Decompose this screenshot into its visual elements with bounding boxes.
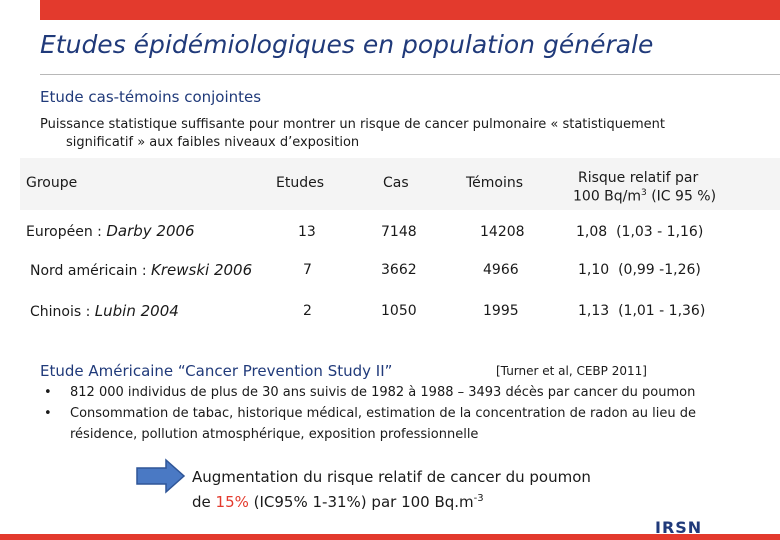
- row-3-temoins: 1995: [483, 303, 519, 319]
- header-risque-line-2: 100 Bq/m3 (IC 95 %): [573, 188, 717, 205]
- american-study-reference: [Turner et al, CEBP 2011]: [496, 364, 647, 378]
- row-1-group: Européen : Darby 2006: [26, 222, 195, 240]
- section-subtitle: Etude cas-témoins conjointes: [40, 88, 262, 106]
- intro-line-1: Puissance statistique suffisante pour mo…: [40, 117, 665, 132]
- intro-paragraph: Puissance statistique suffisante pour mo…: [40, 116, 760, 152]
- row-1-rr: 1,08 (1,03 - 1,16): [576, 224, 704, 240]
- conclusion-line-1: Augmentation du risque relatif de cancer…: [192, 468, 591, 486]
- intro-line-2: significatif » aux faibles niveaux d’exp…: [66, 135, 360, 150]
- row-1-temoins: 14208: [480, 224, 525, 240]
- irsn-logo: IRSN: [655, 518, 703, 537]
- arrow-right-icon: [136, 458, 186, 494]
- page-title: Etudes épidémiologiques en population gé…: [40, 30, 654, 59]
- row-2-rr: 1,10 (0,99 -1,26): [578, 262, 701, 278]
- american-study-bullets: • 812 000 individus de plus de 30 ans su…: [44, 382, 764, 445]
- row-1-cas: 7148: [381, 224, 417, 240]
- row-2-cas: 3662: [381, 262, 417, 278]
- header-risque-line-1: Risque relatif par: [578, 170, 699, 186]
- header-cas: Cas: [383, 175, 409, 191]
- row-2-etudes: 7: [303, 262, 312, 278]
- conclusion-text: Augmentation du risque relatif de cancer…: [192, 466, 591, 513]
- american-study-title: Etude Américaine “Cancer Prevention Stud…: [40, 362, 393, 380]
- bullet-text: 812 000 individus de plus de 30 ans suiv…: [70, 385, 696, 400]
- header-temoins: Témoins: [466, 175, 524, 191]
- header-etudes: Etudes: [276, 175, 325, 191]
- bullet-icon: •: [44, 385, 52, 400]
- row-1-etudes: 13: [298, 224, 316, 240]
- conclusion-line-2: de 15% (IC95% 1-31%) par 100 Bq.m-3: [192, 493, 484, 511]
- title-divider: [40, 74, 780, 75]
- list-item: • 812 000 individus de plus de 30 ans su…: [44, 382, 764, 403]
- table-header-background: [20, 158, 780, 210]
- top-accent-bar: [40, 0, 780, 20]
- row-3-group: Chinois : Lubin 2004: [30, 302, 179, 320]
- row-2-temoins: 4966: [483, 262, 519, 278]
- list-item: • Consommation de tabac, historique médi…: [44, 403, 764, 445]
- row-2-group: Nord américain : Krewski 2006: [30, 261, 253, 279]
- row-3-cas: 1050: [381, 303, 417, 319]
- bullet-text: Consommation de tabac, historique médica…: [70, 406, 697, 442]
- bottom-accent-bar: [0, 534, 780, 540]
- bullet-icon: •: [44, 406, 52, 421]
- row-3-rr: 1,13 (1,01 - 1,36): [578, 303, 706, 319]
- row-3-etudes: 2: [303, 303, 312, 319]
- header-groupe: Groupe: [26, 175, 78, 191]
